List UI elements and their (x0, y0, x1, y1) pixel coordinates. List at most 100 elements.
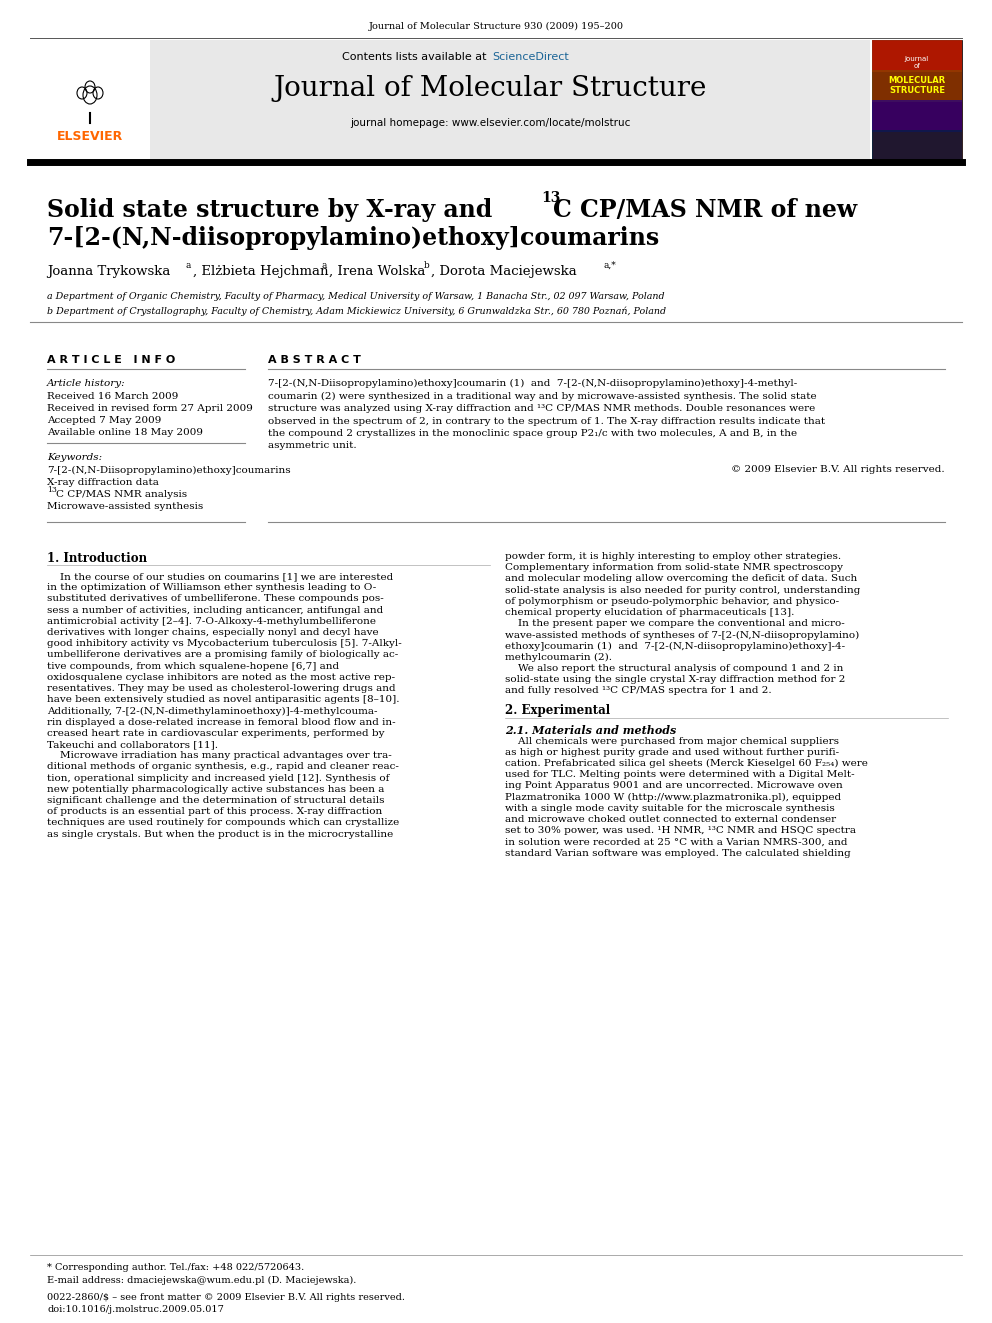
Text: MOLECULAR
STRUCTURE: MOLECULAR STRUCTURE (889, 75, 945, 95)
Text: asymmetric unit.: asymmetric unit. (268, 442, 357, 451)
Text: new potentially pharmacologically active substances has been a: new potentially pharmacologically active… (47, 785, 384, 794)
Text: and molecular modeling allow overcoming the deficit of data. Such: and molecular modeling allow overcoming … (505, 574, 857, 583)
Text: set to 30% power, was used. ¹H NMR, ¹³C NMR and HSQC spectra: set to 30% power, was used. ¹H NMR, ¹³C … (505, 826, 856, 835)
Text: Journal
of: Journal of (905, 56, 930, 69)
Text: Article history:: Article history: (47, 378, 126, 388)
Text: observed in the spectrum of 2, in contrary to the spectrum of 1. The X-ray diffr: observed in the spectrum of 2, in contra… (268, 417, 825, 426)
Text: ing Point Apparatus 9001 and are uncorrected. Microwave oven: ing Point Apparatus 9001 and are uncorre… (505, 782, 843, 790)
Text: 1. Introduction: 1. Introduction (47, 552, 147, 565)
Text: In the present paper we compare the conventional and micro-: In the present paper we compare the conv… (505, 619, 845, 628)
Text: as single crystals. But when the product is in the microcrystalline: as single crystals. But when the product… (47, 830, 393, 839)
Text: 7-[2-(N,N-diisopropylamino)ethoxy]coumarins: 7-[2-(N,N-diisopropylamino)ethoxy]coumar… (47, 226, 660, 250)
Text: Available online 18 May 2009: Available online 18 May 2009 (47, 429, 203, 437)
Text: journal homepage: www.elsevier.com/locate/molstruc: journal homepage: www.elsevier.com/locat… (350, 118, 630, 128)
Text: C CP/MAS NMR of new: C CP/MAS NMR of new (553, 198, 857, 222)
Text: with a single mode cavity suitable for the microscale synthesis: with a single mode cavity suitable for t… (505, 804, 834, 812)
FancyBboxPatch shape (872, 40, 962, 160)
Text: 2.1. Materials and methods: 2.1. Materials and methods (505, 725, 677, 736)
Text: as high or highest purity grade and used without further purifi-: as high or highest purity grade and used… (505, 747, 839, 757)
Text: structure was analyzed using X-ray diffraction and ¹³C CP/MAS NMR methods. Doubl: structure was analyzed using X-ray diffr… (268, 404, 815, 413)
Text: and fully resolved ¹³C CP/MAS spectra for 1 and 2.: and fully resolved ¹³C CP/MAS spectra fo… (505, 687, 772, 696)
Text: Microwave-assisted synthesis: Microwave-assisted synthesis (47, 501, 203, 511)
Text: ELSEVIER: ELSEVIER (57, 130, 123, 143)
Text: wave-assisted methods of syntheses of 7-[2-(N,N-diisopropylamino): wave-assisted methods of syntheses of 7-… (505, 630, 859, 639)
Text: doi:10.1016/j.molstruc.2009.05.017: doi:10.1016/j.molstruc.2009.05.017 (47, 1304, 224, 1314)
FancyBboxPatch shape (30, 40, 150, 160)
Text: a: a (186, 261, 191, 270)
Text: 0022-2860/$ – see front matter © 2009 Elsevier B.V. All rights reserved.: 0022-2860/$ – see front matter © 2009 El… (47, 1293, 405, 1302)
Text: oxidosqualene cyclase inhibitors are noted as the most active rep-: oxidosqualene cyclase inhibitors are not… (47, 673, 395, 681)
Text: E-mail address: dmaciejewska@wum.edu.pl (D. Maciejewska).: E-mail address: dmaciejewska@wum.edu.pl … (47, 1275, 356, 1285)
Text: ScienceDirect: ScienceDirect (492, 52, 568, 62)
Text: Joanna Trykowska: Joanna Trykowska (47, 265, 171, 278)
Text: tive compounds, from which squalene-hopene [6,7] and: tive compounds, from which squalene-hope… (47, 662, 339, 671)
Text: © 2009 Elsevier B.V. All rights reserved.: © 2009 Elsevier B.V. All rights reserved… (731, 464, 945, 474)
Text: sess a number of activities, including anticancer, antifungal and: sess a number of activities, including a… (47, 606, 383, 615)
Text: 7-[2-(N,N-Diisopropylamino)ethoxy]coumarins: 7-[2-(N,N-Diisopropylamino)ethoxy]coumar… (47, 466, 291, 475)
Text: solid-state using the single crystal X-ray diffraction method for 2: solid-state using the single crystal X-r… (505, 675, 845, 684)
Text: resentatives. They may be used as cholesterol-lowering drugs and: resentatives. They may be used as choles… (47, 684, 396, 693)
FancyBboxPatch shape (872, 101, 962, 132)
Text: 13: 13 (541, 191, 560, 205)
Text: 13: 13 (47, 486, 57, 493)
Text: a,*: a,* (604, 261, 617, 270)
Text: , Dorota Maciejewska: , Dorota Maciejewska (431, 265, 576, 278)
Text: Complementary information from solid-state NMR spectroscopy: Complementary information from solid-sta… (505, 564, 843, 573)
Text: b: b (424, 261, 430, 270)
Text: 2. Experimental: 2. Experimental (505, 704, 610, 717)
Text: the compound 2 crystallizes in the monoclinic space group P2₁/c with two molecul: the compound 2 crystallizes in the monoc… (268, 429, 798, 438)
Text: Keywords:: Keywords: (47, 452, 102, 462)
Text: in the optimization of Williamson ether synthesis leading to O-: in the optimization of Williamson ether … (47, 583, 376, 593)
Text: Solid state structure by X-ray and: Solid state structure by X-ray and (47, 198, 501, 222)
Text: Contents lists available at: Contents lists available at (342, 52, 490, 62)
Text: 7-[2-(N,N-Diisopropylamino)ethoxy]coumarin (1)  and  7-[2-(N,N-diisopropylamino): 7-[2-(N,N-Diisopropylamino)ethoxy]coumar… (268, 378, 798, 388)
Text: Takeuchi and collaborators [11].: Takeuchi and collaborators [11]. (47, 740, 218, 749)
Text: Additionally, 7-[2-(N,N-dimethylaminoethoxy)]-4-methylcouma-: Additionally, 7-[2-(N,N-dimethylaminoeth… (47, 706, 378, 716)
Text: C CP/MAS NMR analysis: C CP/MAS NMR analysis (56, 490, 187, 499)
Text: We also report the structural analysis of compound 1 and 2 in: We also report the structural analysis o… (505, 664, 843, 673)
FancyBboxPatch shape (872, 70, 962, 102)
Text: coumarin (2) were synthesized in a traditional way and by microwave-assisted syn: coumarin (2) were synthesized in a tradi… (268, 392, 816, 401)
FancyBboxPatch shape (872, 130, 962, 161)
Text: Plazmatronika 1000 W (http://www.plazmatronika.pl), equipped: Plazmatronika 1000 W (http://www.plazmat… (505, 792, 841, 802)
Text: A B S T R A C T: A B S T R A C T (268, 355, 361, 365)
Text: Received 16 March 2009: Received 16 March 2009 (47, 392, 179, 401)
Text: used for TLC. Melting points were determined with a Digital Melt-: used for TLC. Melting points were determ… (505, 770, 855, 779)
Text: standard Varian software was employed. The calculated shielding: standard Varian software was employed. T… (505, 848, 851, 857)
Text: techniques are used routinely for compounds which can crystallize: techniques are used routinely for compou… (47, 819, 399, 827)
Text: Microwave irradiation has many practical advantages over tra-: Microwave irradiation has many practical… (47, 751, 392, 761)
Text: and microwave choked outlet connected to external condenser: and microwave choked outlet connected to… (505, 815, 836, 824)
Text: * Corresponding author. Tel./fax: +48 022/5720643.: * Corresponding author. Tel./fax: +48 02… (47, 1263, 305, 1271)
Text: powder form, it is highly interesting to employ other strategies.: powder form, it is highly interesting to… (505, 552, 841, 561)
Text: of polymorphism or pseudo-polymorphic behavior, and physico-: of polymorphism or pseudo-polymorphic be… (505, 597, 839, 606)
Text: substituted derivatives of umbelliferone. These compounds pos-: substituted derivatives of umbelliferone… (47, 594, 384, 603)
Text: a: a (322, 261, 327, 270)
Text: creased heart rate in cardiovascular experiments, performed by: creased heart rate in cardiovascular exp… (47, 729, 385, 738)
Text: chemical property elucidation of pharmaceuticals [13].: chemical property elucidation of pharmac… (505, 609, 795, 617)
Text: X-ray diffraction data: X-ray diffraction data (47, 478, 159, 487)
FancyBboxPatch shape (872, 40, 962, 71)
Text: b Department of Crystallography, Faculty of Chemistry, Adam Mickiewicz Universit: b Department of Crystallography, Faculty… (47, 306, 666, 315)
Text: Accepted 7 May 2009: Accepted 7 May 2009 (47, 415, 162, 425)
Text: of products is an essential part of this process. X-ray diffraction: of products is an essential part of this… (47, 807, 382, 816)
Text: antimicrobial activity [2–4]. 7-O-Alkoxy-4-methylumbelliferone: antimicrobial activity [2–4]. 7-O-Alkoxy… (47, 617, 376, 626)
Text: , Irena Wolska: , Irena Wolska (329, 265, 426, 278)
Text: , Elżbieta Hejchman: , Elżbieta Hejchman (193, 265, 328, 278)
Text: have been extensively studied as novel antiparasitic agents [8–10].: have been extensively studied as novel a… (47, 695, 400, 704)
Text: In the course of our studies on coumarins [1] we are interested: In the course of our studies on coumarin… (47, 572, 393, 581)
Text: A R T I C L E   I N F O: A R T I C L E I N F O (47, 355, 176, 365)
Text: ditional methods of organic synthesis, e.g., rapid and cleaner reac-: ditional methods of organic synthesis, e… (47, 762, 399, 771)
Text: tion, operational simplicity and increased yield [12]. Synthesis of: tion, operational simplicity and increas… (47, 774, 390, 783)
Text: solid-state analysis is also needed for purity control, understanding: solid-state analysis is also needed for … (505, 586, 860, 594)
Text: in solution were recorded at 25 °C with a Varian NMRS-300, and: in solution were recorded at 25 °C with … (505, 837, 847, 847)
Text: All chemicals were purchased from major chemical suppliers: All chemicals were purchased from major … (505, 737, 839, 746)
Text: rin displayed a dose-related increase in femoral blood flow and in-: rin displayed a dose-related increase in… (47, 717, 396, 726)
Text: ethoxy]coumarin (1)  and  7-[2-(N,N-diisopropylamino)ethoxy]-4-: ethoxy]coumarin (1) and 7-[2-(N,N-diisop… (505, 642, 845, 651)
Text: Received in revised form 27 April 2009: Received in revised form 27 April 2009 (47, 404, 253, 413)
FancyBboxPatch shape (30, 40, 870, 160)
Text: significant challenge and the determination of structural details: significant challenge and the determinat… (47, 796, 385, 804)
Text: umbelliferone derivatives are a promising family of biologically ac-: umbelliferone derivatives are a promisin… (47, 651, 398, 659)
Text: good inhibitory activity vs Mycobacterium tuberculosis [5]. 7-Alkyl-: good inhibitory activity vs Mycobacteriu… (47, 639, 402, 648)
Text: Journal of Molecular Structure: Journal of Molecular Structure (274, 75, 706, 102)
Text: methylcoumarin (2).: methylcoumarin (2). (505, 652, 612, 662)
